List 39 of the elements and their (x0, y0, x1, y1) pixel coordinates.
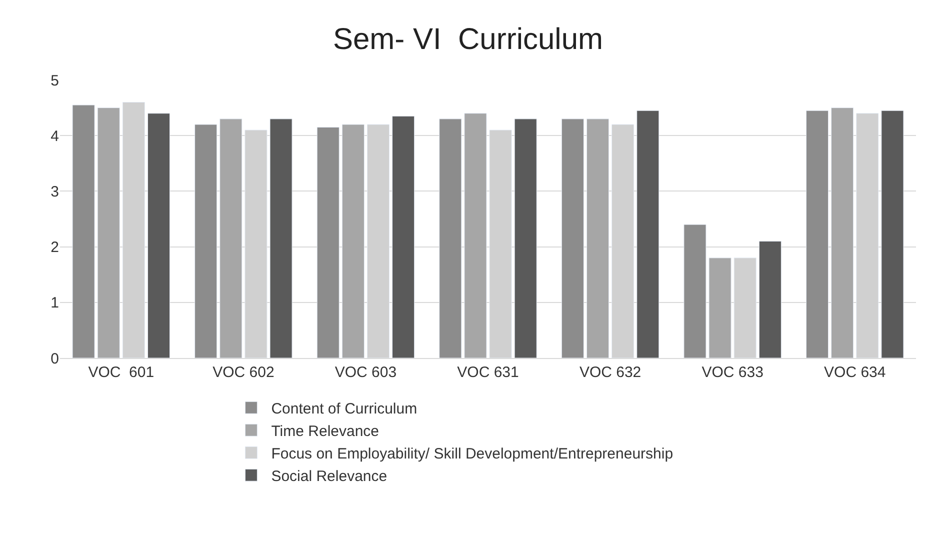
y-tick-label: 3 (50, 183, 59, 200)
bar (194, 124, 218, 358)
y-tick-label: 4 (50, 128, 59, 145)
bar (806, 110, 829, 358)
legend-label: Focus on Employability/ Skill Development/Entrepreneurship (271, 445, 674, 462)
x-tick-label: VOC 632 (579, 364, 642, 381)
legend-label: Time Relevance (271, 422, 380, 440)
chart-title: Sem- VI Curriculum (332, 22, 604, 56)
y-tick-label: 5 (50, 72, 59, 90)
x-tick-label: VOC 603 (334, 364, 397, 381)
x-tick-label: VOC 633 (702, 364, 764, 381)
legend-label: Content of Curriculum (271, 400, 418, 418)
bar (758, 240, 782, 358)
x-tick-label: VOC 601 (88, 364, 154, 381)
bar (72, 104, 95, 358)
bar (316, 127, 340, 358)
bar (684, 224, 706, 358)
bar (881, 110, 904, 358)
bar (708, 258, 732, 358)
y-tick-label: 1 (50, 294, 59, 312)
x-tick-label: VOC 631 (457, 364, 519, 381)
bar (342, 124, 364, 358)
bar (561, 118, 584, 358)
bar (147, 113, 170, 358)
bar (831, 108, 854, 358)
legend-label: Social Relevance (271, 468, 388, 485)
bar (439, 118, 462, 358)
y-tick-label: 0 (50, 350, 59, 368)
y-tick-label: 2 (50, 239, 59, 256)
bar (586, 118, 610, 358)
bar (636, 110, 660, 358)
bar (392, 116, 415, 358)
x-tick-label: VOC 602 (212, 364, 274, 381)
bar (464, 113, 487, 358)
bar (220, 118, 242, 358)
bar (97, 108, 120, 358)
bar (514, 118, 537, 358)
x-tick-label: VOC 634 (824, 364, 886, 381)
bar (270, 118, 292, 358)
